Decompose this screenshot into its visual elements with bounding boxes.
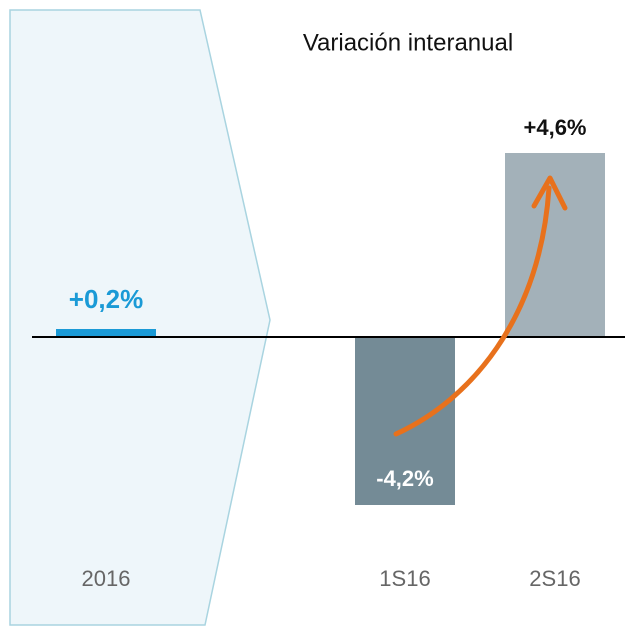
- trend-arrow: [393, 185, 552, 437]
- x-tick-label: 2016: [82, 566, 131, 591]
- highlight-panel: [9, 9, 271, 626]
- x-tick-label: 1S16: [379, 566, 430, 591]
- chart-title: Variación interanual: [303, 29, 513, 56]
- value-label: +0,2%: [69, 284, 143, 314]
- value-label: -4,2%: [376, 466, 433, 491]
- trend-arrow-head: [531, 175, 568, 211]
- bar: [355, 337, 455, 505]
- bar: [56, 329, 156, 337]
- x-tick-label: 2S16: [529, 566, 580, 591]
- value-label: +4,6%: [524, 115, 587, 140]
